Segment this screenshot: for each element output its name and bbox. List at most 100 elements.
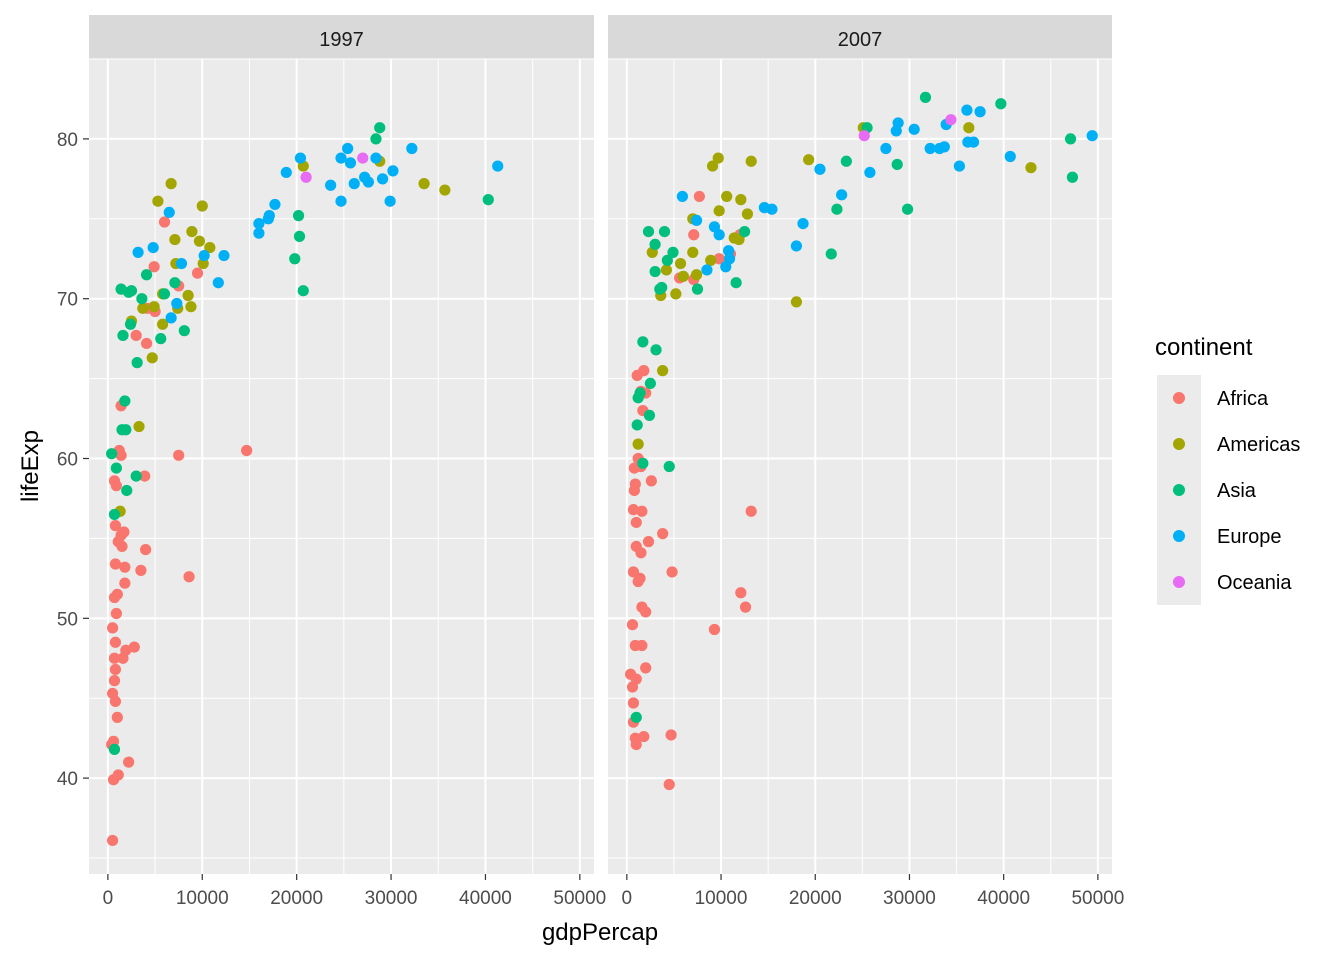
data-point [670,288,682,300]
data-point [325,179,337,191]
legend-items: Africa Americas Asia Europe Oceania [1173,388,1300,594]
data-point [140,337,153,350]
data-point [117,329,129,342]
data-point [814,163,826,175]
data-point [649,238,661,250]
data-point [297,285,309,297]
data-point [183,571,195,583]
data-point [738,225,751,238]
data-point [766,203,778,215]
legend: continent Africa Americas Asia Europe Oceani… [1155,334,1300,605]
data-point [178,325,190,337]
data-point [123,756,135,768]
data-point [280,166,292,179]
data-point [109,636,122,648]
data-point [690,214,703,227]
data-point [938,141,950,153]
data-point [630,540,642,553]
data-point [627,566,640,578]
data-point [658,225,671,238]
data-point [629,478,641,490]
data-point [645,475,657,487]
data-point [492,160,504,172]
data-point [712,152,724,164]
data-point [706,160,719,172]
data-point [169,277,181,289]
data-point [730,277,742,289]
legend-item-asia: Asia [1173,480,1257,502]
data-point [661,254,673,266]
data-point [627,504,640,516]
data-point [836,189,848,201]
data-point [649,265,661,278]
legend-item-americas: Americas [1173,434,1300,456]
data-point [735,194,747,206]
data-point [660,264,673,276]
data-point [253,217,265,230]
data-point [193,235,206,247]
data-point [705,254,717,266]
panels-layer: 1997 0 10000 20000 30000 40000 50000 40 50 60 70 80… [57,15,1124,909]
data-point [108,652,121,664]
data-point [148,261,160,273]
data-point [1025,162,1037,174]
data-point [362,176,375,188]
data-point [106,687,119,700]
legend-item-africa: Africa [1173,388,1269,410]
x-tick-label: 30000 [365,888,418,909]
data-point [198,249,210,262]
x-tick-label: 20000 [789,888,842,909]
data-point [1086,130,1098,142]
y-axis-title: lifeExp [17,430,44,502]
data-point [121,484,133,497]
data-point [157,318,169,330]
data-point [109,520,122,532]
facet-strip-label: 2007 [838,29,883,51]
legend-key-point [1173,576,1185,588]
data-point [108,508,121,521]
data-point [892,117,904,129]
legend-label: Oceania [1217,572,1292,594]
data-point [163,206,175,219]
data-point [370,133,382,145]
data-point [108,743,121,755]
data-point [263,210,275,222]
data-point [118,526,130,538]
data-point [108,475,121,487]
legend-item-oceania: Oceania [1173,572,1292,594]
series-europe [676,104,1098,276]
legend-key-point [1173,484,1185,496]
data-point [636,639,648,652]
data-point [387,165,399,177]
data-point [840,155,852,167]
data-point [148,301,160,313]
data-point [292,210,305,222]
x-tick-label: 50000 [1071,888,1124,909]
data-point [169,233,181,246]
data-point [140,543,152,556]
data-point [963,122,975,134]
data-point [130,329,142,342]
data-point [735,587,747,599]
data-point [634,387,646,399]
data-point [831,203,843,215]
series-oceania [300,152,369,183]
data-point [335,195,347,207]
data-point [663,460,675,473]
data-point [106,622,119,634]
data-point [133,420,145,433]
data-point [891,158,903,171]
legend-key-point [1173,392,1185,404]
legend-title: continent [1155,334,1253,361]
data-point [294,152,307,164]
data-point [120,424,132,436]
data-point [642,536,655,548]
data-point [182,289,194,302]
facet-panel-1997: 1997 0 10000 20000 30000 40000 50000 40 50 60 70 80 [57,15,606,909]
data-point [908,123,920,135]
x-axis-title: gdpPercap [542,919,658,946]
data-point [637,457,649,469]
data-point [995,98,1007,110]
data-point [688,229,700,241]
data-point [663,778,675,791]
